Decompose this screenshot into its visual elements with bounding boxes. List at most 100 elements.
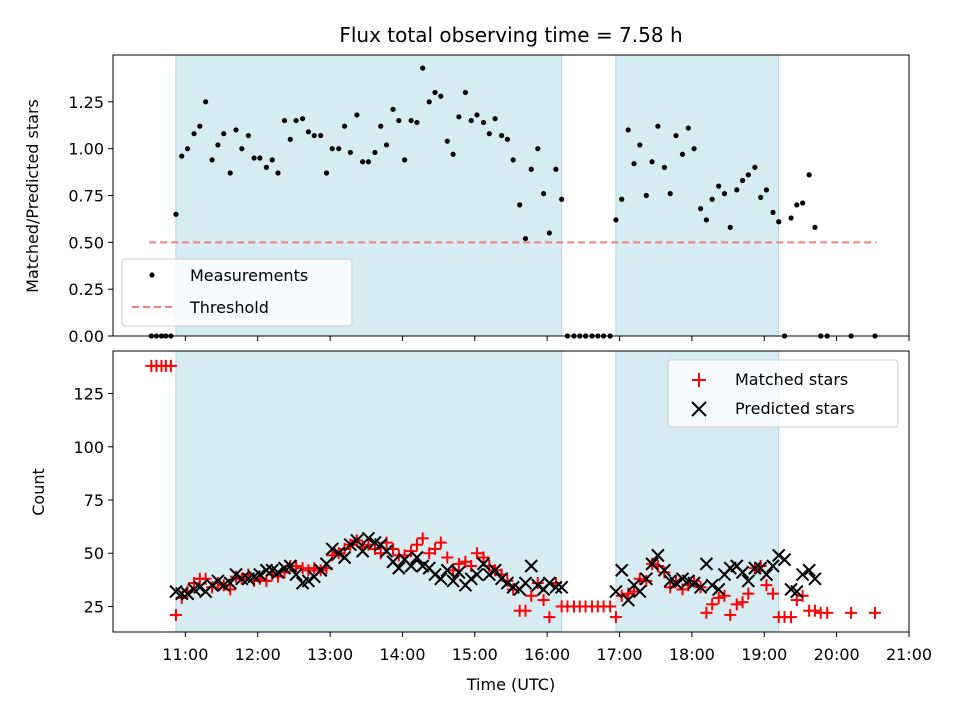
- matched-star-point: [760, 579, 773, 592]
- measurement-point: [553, 166, 559, 172]
- legend-matched-marker: [692, 373, 706, 387]
- bottom-panel: 25 50 75 100 125 11:00 12:00 13:00 14:00 15:00 16…: [29, 350, 932, 694]
- measurement-point: [383, 142, 390, 148]
- predicted-star-point: [621, 593, 635, 607]
- x-tick-label: 13:00: [307, 645, 353, 664]
- measurement-point: [378, 123, 384, 129]
- measurement-point: [444, 138, 450, 144]
- measurement-point: [227, 170, 233, 176]
- top-y-axis-label: Matched/Predicted stars: [23, 99, 42, 293]
- matched-star-point: [405, 545, 418, 558]
- bottom-plot-frame: [112, 350, 910, 633]
- matched-star-point: [766, 587, 779, 600]
- top-legend: Measurements Threshold: [121, 258, 353, 327]
- measurement-point: [655, 123, 661, 129]
- measurement-point: [450, 151, 456, 157]
- x-tick-label: 18:00: [669, 645, 715, 664]
- x-tick-label: 21:00: [886, 645, 932, 664]
- predicted-star-point: [518, 576, 533, 590]
- top-legend-box: [121, 258, 353, 327]
- measurement-point: [734, 187, 740, 193]
- legend-predicted-label: Predicted stars: [735, 399, 855, 418]
- predicted-star-point: [343, 538, 358, 552]
- predicted-star-point: [705, 578, 719, 592]
- matched-star-point: [712, 591, 725, 604]
- predicted-star-point: [524, 559, 538, 573]
- predicted-star-point: [253, 567, 267, 582]
- top-y-tick-label: 0.50: [68, 233, 104, 252]
- measurement-point: [426, 99, 432, 105]
- measurement-point: [293, 117, 299, 124]
- matched-star-point: [477, 551, 490, 564]
- matched-star-point: [290, 560, 303, 573]
- legend-threshold-label: Threshold: [189, 298, 269, 317]
- measurement-point: [745, 172, 751, 178]
- measurement-point: [323, 170, 330, 176]
- measurement-point: [480, 119, 487, 126]
- matched-star-point: [730, 598, 743, 611]
- predicted-star-point: [494, 572, 509, 586]
- bottom-legend: Matched stars Predicted stars: [667, 359, 899, 428]
- measurement-point: [184, 146, 191, 152]
- measurement-point: [800, 200, 806, 206]
- predicted-star-point: [699, 557, 714, 571]
- measurement-point: [528, 166, 534, 172]
- measurement-point: [643, 192, 649, 199]
- predicted-star-point: [464, 572, 478, 586]
- measurement-point: [462, 89, 469, 96]
- measurement-point: [637, 142, 643, 148]
- measurement-point: [504, 136, 510, 142]
- measurement-point: [492, 116, 498, 122]
- measurement-point: [806, 172, 812, 178]
- measurement-point: [739, 177, 746, 184]
- measurement-point: [402, 157, 408, 163]
- measurement-point: [336, 146, 342, 152]
- measurement-point: [299, 116, 306, 122]
- predicted-star-point: [741, 574, 756, 588]
- measurement-point: [788, 215, 794, 221]
- measurement-point: [758, 194, 764, 200]
- measurement-point: [269, 157, 275, 163]
- observing-interval-band: [175, 350, 563, 633]
- predicted-star-point: [633, 584, 647, 599]
- predicted-star-point: [748, 561, 762, 575]
- predicted-star-point: [404, 559, 418, 573]
- predicted-star-point: [428, 567, 442, 582]
- predicted-star-point: [211, 574, 225, 588]
- predicted-star-point: [476, 557, 491, 571]
- predicted-star-point: [446, 574, 460, 588]
- matched-star-point: [845, 606, 858, 619]
- predicted-star-point: [410, 550, 424, 565]
- top-panel: Flux total observing time = 7.58 h 0.00 0…: [23, 23, 910, 346]
- top-y-tick-label: 1.00: [68, 140, 104, 159]
- measurement-point: [685, 125, 691, 131]
- predicted-star-point: [325, 542, 339, 556]
- measurement-point: [649, 159, 655, 165]
- predicted-star-point: [271, 565, 285, 580]
- matched-star-point: [736, 596, 749, 609]
- measurement-point: [613, 217, 619, 223]
- observing-interval-band: [615, 54, 780, 337]
- predicted-star-point: [337, 550, 352, 565]
- measurement-point: [281, 117, 288, 124]
- x-tick-label: 19:00: [741, 645, 787, 664]
- measurement-point: [631, 161, 637, 167]
- measurement-point: [540, 191, 547, 197]
- x-tick-label: 20:00: [814, 645, 860, 664]
- chart-title: Flux total observing time = 7.58 h: [339, 23, 682, 47]
- measurement-point: [251, 155, 257, 161]
- predicted-star-point: [223, 576, 237, 590]
- predicted-star-point: [470, 567, 484, 582]
- measurement-point: [522, 235, 529, 242]
- predicted-star-point: [759, 567, 774, 582]
- measurement-point: [661, 164, 668, 170]
- predicted-star-point: [500, 576, 515, 590]
- measurement-point: [559, 196, 565, 202]
- measurement-point: [408, 117, 414, 124]
- matched-star-point: [169, 608, 182, 621]
- predicted-star-point: [319, 557, 334, 571]
- matched-star-point: [429, 542, 442, 555]
- predicted-star-point: [542, 576, 557, 590]
- measurement-point: [709, 196, 715, 202]
- matched-star-point: [543, 611, 556, 624]
